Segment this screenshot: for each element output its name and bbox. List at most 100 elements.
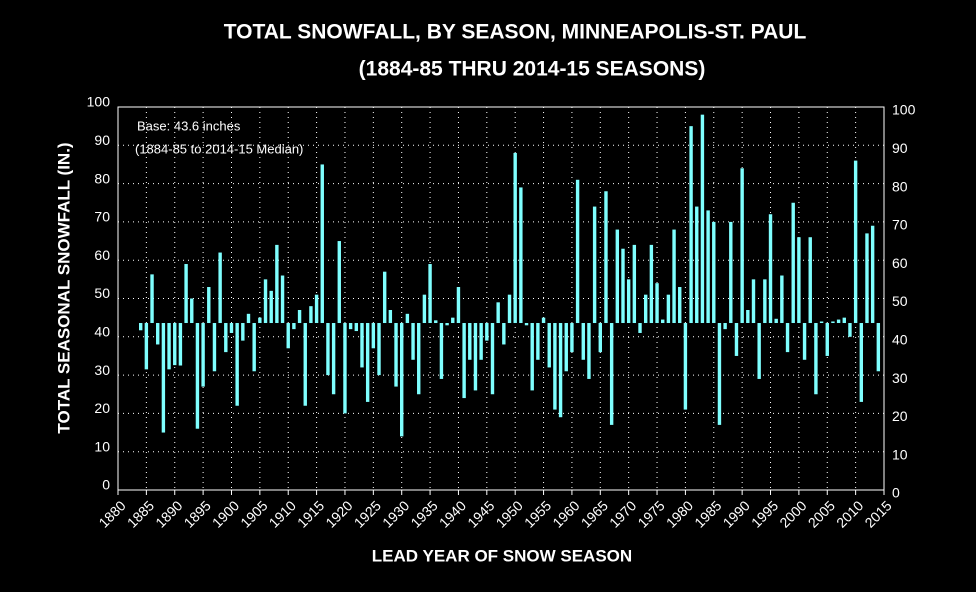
bar <box>797 237 801 324</box>
bar <box>201 323 205 387</box>
bar <box>490 323 495 395</box>
y2-tick-label: 90 <box>892 140 908 156</box>
y2-tick-label: 20 <box>892 408 908 424</box>
x-tick-label: 1975 <box>634 497 667 530</box>
bar <box>434 320 438 324</box>
x-tick-label: 1945 <box>464 497 497 530</box>
x-tick-label: 1965 <box>578 497 611 530</box>
y2-tick-label: 70 <box>892 217 908 233</box>
bar <box>581 323 585 360</box>
bar <box>320 164 324 324</box>
x-tick-label: 1915 <box>294 497 327 530</box>
bar <box>808 237 812 324</box>
annotation: Base: 43.6 inches <box>137 118 241 133</box>
bar <box>689 126 693 324</box>
bar <box>286 323 290 349</box>
bar <box>473 323 478 391</box>
bar <box>853 160 858 324</box>
bar <box>592 206 597 324</box>
x-tick-label: 1980 <box>663 497 696 530</box>
x-tick-label: 1995 <box>748 497 781 530</box>
bar <box>836 319 841 324</box>
bar <box>207 287 211 324</box>
bar <box>672 229 676 324</box>
x-tick-label: 1920 <box>322 497 355 530</box>
bar <box>354 323 359 332</box>
bar <box>502 323 506 345</box>
y-tick-label: 100 <box>87 94 111 110</box>
y-tick-label: 10 <box>94 438 110 454</box>
bar <box>632 244 637 324</box>
bar <box>615 229 620 324</box>
bar <box>303 323 307 406</box>
bar <box>530 323 534 391</box>
x-tick-label: 1960 <box>549 497 582 530</box>
x-tick-label: 1890 <box>152 497 185 530</box>
y-tick-label: 90 <box>94 132 110 148</box>
bar <box>337 241 341 324</box>
bar <box>292 323 296 330</box>
bar <box>695 206 699 324</box>
x-tick-label: 1905 <box>237 497 270 530</box>
bar <box>848 323 852 337</box>
x-tick-label: 1940 <box>436 497 469 530</box>
bar <box>712 221 716 324</box>
bar <box>451 317 455 324</box>
bar <box>485 323 489 341</box>
y2-tick-label: 100 <box>892 102 916 118</box>
bar <box>575 179 580 324</box>
bar <box>564 323 568 372</box>
bar <box>763 279 767 324</box>
x-tick-label: 1950 <box>493 497 526 530</box>
bar <box>729 221 733 324</box>
x-axis-label: LEAD YEAR OF SNOW SEASON <box>372 546 632 565</box>
bar <box>246 313 251 324</box>
bar <box>547 323 551 368</box>
bar <box>570 323 574 353</box>
bar <box>814 323 818 395</box>
x-tick-label: 1985 <box>691 497 724 530</box>
bar <box>371 323 376 349</box>
y2-tick-label: 10 <box>892 446 908 462</box>
bar <box>865 233 869 324</box>
y-tick-label: 40 <box>94 324 110 340</box>
bar <box>609 323 614 425</box>
bar <box>751 279 756 324</box>
bar <box>621 248 625 324</box>
bar <box>626 279 631 324</box>
x-tick-label: 1885 <box>124 497 157 530</box>
bar <box>377 323 381 376</box>
bar <box>263 279 268 324</box>
bar <box>326 323 330 376</box>
bar <box>638 323 642 333</box>
bar <box>768 214 773 324</box>
x-tick-label: 1895 <box>181 497 214 530</box>
y2-tick-label: 40 <box>892 332 908 348</box>
bar <box>524 323 529 326</box>
bar <box>144 323 149 370</box>
bar <box>348 323 353 330</box>
bar <box>156 323 160 345</box>
y2-tick-label: 80 <box>892 178 908 194</box>
bar <box>445 323 449 326</box>
x-tick-label: 1935 <box>407 497 440 530</box>
bar <box>842 317 846 324</box>
bar <box>382 271 387 324</box>
y-axis-label: TOTAL SEASONAL SNOWFALL (IN.) <box>54 142 73 433</box>
bar <box>417 323 421 395</box>
bar <box>791 202 795 324</box>
bar <box>700 114 705 324</box>
bar <box>661 319 665 324</box>
y-tick-label: 60 <box>94 247 110 263</box>
bar <box>780 275 784 324</box>
chart-subtitle: (1884-85 THRU 2014-15 SEASONS) <box>359 58 706 81</box>
bar <box>280 275 285 324</box>
bar <box>252 323 256 372</box>
bar <box>360 323 364 368</box>
y2-tick-label: 60 <box>892 255 908 271</box>
bar <box>161 323 166 433</box>
bar <box>740 168 744 324</box>
bar <box>541 317 546 324</box>
bar <box>870 225 875 324</box>
bar <box>365 323 370 402</box>
